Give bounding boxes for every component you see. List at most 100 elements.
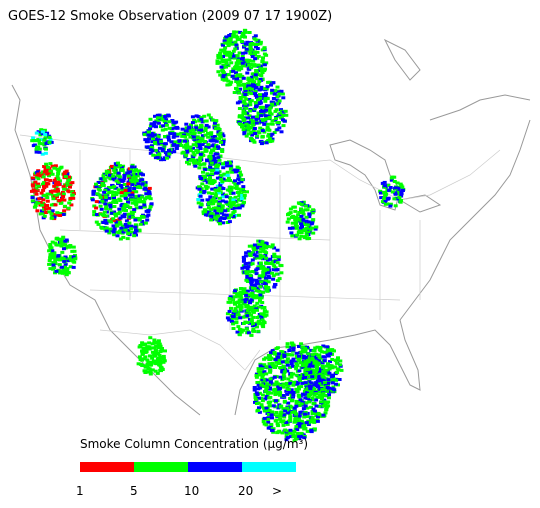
smoke-pixel: [259, 312, 264, 316]
smoke-pixel: [142, 205, 147, 209]
smoke-pixel: [133, 172, 138, 176]
smoke-pixel: [236, 190, 241, 194]
smoke-pixel: [244, 311, 249, 315]
smoke-pixel: [99, 177, 104, 181]
smoke-pixel: [242, 104, 247, 108]
smoke-pixel: [68, 185, 72, 189]
smoke-pixel: [135, 200, 140, 204]
smoke-pixel: [257, 410, 262, 414]
smoke-pixel: [316, 385, 321, 389]
smoke-pixel: [318, 346, 323, 349]
smoke-pixel: [263, 99, 268, 103]
smoke-pixel: [259, 403, 264, 407]
smoke-pixel: [243, 51, 248, 55]
smoke-pixel: [263, 389, 268, 393]
smoke-pixel: [273, 358, 278, 362]
smoke-pixel: [107, 190, 112, 194]
smoke-pixel: [221, 134, 226, 138]
smoke-pixel: [242, 82, 246, 86]
legend-title: Smoke Column Concentration (μg/m³): [80, 437, 308, 451]
smoke-pixel: [294, 419, 298, 423]
smoke-pixel: [264, 108, 268, 112]
smoke-pixel: [378, 189, 383, 193]
smoke-pixel: [308, 371, 313, 375]
smoke-pixel: [252, 253, 257, 257]
smoke-pixel: [203, 133, 208, 137]
smoke-pixel: [254, 86, 259, 90]
smoke-pixel: [96, 222, 101, 226]
smoke-pixel: [305, 361, 310, 365]
smoke-pixel: [255, 325, 259, 329]
smoke-pixel: [260, 301, 265, 304]
smoke-pixel: [281, 394, 286, 397]
smoke-pixel: [395, 190, 400, 194]
smoke-pixel: [238, 30, 243, 34]
smoke-pixel: [257, 73, 262, 77]
smoke-pixel: [243, 90, 248, 94]
smoke-pixel: [222, 78, 227, 82]
smoke-pixel: [256, 367, 261, 371]
smoke-pixel: [202, 208, 207, 212]
smoke-pixel: [140, 349, 144, 353]
smoke-pixel: [272, 131, 277, 134]
smoke-pixel: [284, 438, 289, 442]
smoke-pixel: [227, 34, 232, 37]
smoke-pixel: [239, 40, 244, 43]
smoke-pixel: [267, 136, 272, 140]
smoke-pixel: [275, 261, 280, 265]
smoke-pixel: [245, 40, 250, 44]
smoke-pixel: [247, 114, 252, 118]
smoke-pixel: [49, 262, 54, 266]
smoke-pixel: [286, 377, 291, 381]
smoke-pixel: [279, 271, 284, 275]
smoke-pixel: [272, 264, 277, 268]
smoke-pixel: [163, 127, 168, 131]
smoke-pixel: [261, 249, 266, 253]
smoke-pixel: [148, 197, 153, 201]
smoke-pixel: [125, 184, 129, 188]
smoke-pixel: [235, 305, 240, 309]
smoke-pixel: [258, 93, 262, 97]
smoke-pixel: [267, 396, 272, 400]
smoke-pixel: [233, 74, 238, 78]
smoke-pixel: [254, 45, 258, 49]
smoke-pixel: [218, 184, 223, 188]
smoke-pixel: [34, 192, 39, 196]
smoke-pixel: [106, 170, 111, 174]
smoke-pixel: [301, 407, 306, 411]
smoke-pixel: [121, 230, 126, 234]
smoke-pixel: [303, 360, 308, 364]
smoke-pixel: [231, 49, 236, 53]
smoke-pixel: [231, 327, 236, 330]
smoke-pixel: [311, 218, 316, 222]
smoke-pixel: [112, 227, 117, 231]
smoke-pixel: [212, 159, 217, 163]
smoke-pixel: [267, 271, 272, 274]
smoke-pixel: [299, 435, 304, 439]
smoke-pixel: [246, 128, 251, 132]
smoke-pixel: [261, 273, 266, 277]
smoke-pixel: [112, 205, 117, 208]
smoke-pixel: [311, 353, 315, 357]
smoke-pixel: [179, 131, 184, 135]
smoke-pixel: [175, 134, 180, 138]
smoke-pixel: [271, 81, 276, 85]
smoke-pixel: [254, 374, 259, 378]
smoke-pixel: [254, 117, 259, 121]
smoke-pixel: [303, 381, 308, 385]
smoke-pixel: [251, 329, 256, 333]
smoke-pixel: [397, 196, 402, 199]
smoke-pixel: [289, 388, 294, 392]
smoke-pixel: [213, 199, 218, 203]
smoke-pixel: [264, 261, 268, 265]
smoke-pixel: [132, 234, 137, 238]
smoke-pixel: [133, 199, 138, 203]
smoke-pixel: [295, 428, 300, 432]
smoke-pixel: [293, 416, 298, 420]
smoke-pixel: [244, 42, 248, 46]
smoke-pixel: [326, 379, 331, 383]
smoke-pixel: [285, 411, 290, 415]
smoke-pixel: [308, 387, 313, 391]
smoke-pixel: [300, 365, 305, 369]
smoke-pixel: [237, 115, 242, 119]
